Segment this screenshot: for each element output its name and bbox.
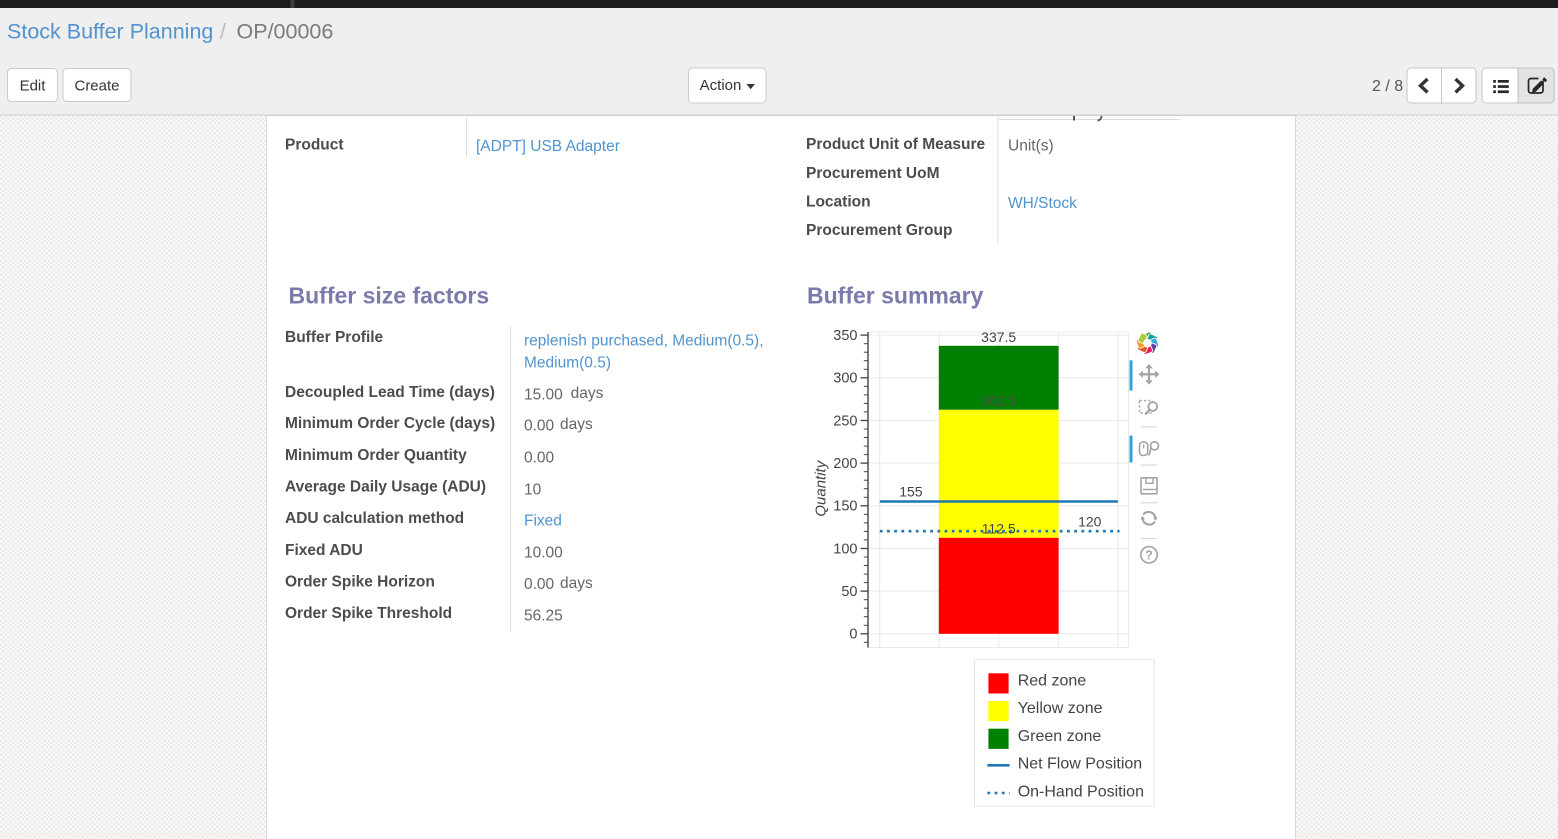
svg-text:Red zone: Red zone (1018, 672, 1087, 689)
svg-text:Location: Location (806, 194, 871, 211)
svg-text:Decoupled Lead Time (days): Decoupled Lead Time (days) (285, 384, 495, 401)
svg-text:Quantity: Quantity (812, 459, 829, 516)
svg-text:155: 155 (899, 483, 923, 499)
svg-text:Create: Create (74, 77, 119, 94)
svg-text:Medium(0.5): Medium(0.5) (524, 355, 611, 372)
svg-text:Order Spike Threshold: Order Spike Threshold (285, 605, 452, 622)
svg-text:days: days (560, 575, 593, 592)
svg-text:15.00: 15.00 (524, 386, 563, 403)
svg-text:0.00: 0.00 (524, 576, 555, 593)
svg-text:days: days (560, 416, 593, 433)
svg-text:Procurement Group: Procurement Group (806, 222, 952, 239)
svg-text:0.00: 0.00 (524, 417, 555, 434)
svg-text:Stock Buffer Planning: Stock Buffer Planning (7, 20, 213, 44)
svg-text:ADU calculation method: ADU calculation method (285, 510, 464, 527)
svg-text:On-Hand Position: On-Hand Position (1018, 783, 1144, 800)
svg-text:Net Flow Position: Net Flow Position (1018, 756, 1142, 773)
svg-text:100: 100 (833, 541, 857, 557)
svg-text:350: 350 (833, 328, 857, 344)
svg-text:WH/Stock: WH/Stock (1008, 195, 1077, 212)
svg-text:112.5: 112.5 (982, 520, 1016, 536)
svg-text:300: 300 (833, 371, 857, 387)
svg-text:Average Daily Usage (ADU): Average Daily Usage (ADU) (285, 479, 486, 496)
svg-text:Fixed ADU: Fixed ADU (285, 542, 363, 559)
svg-text:Action: Action (700, 77, 742, 94)
svg-text:Minimum Order Cycle (days): Minimum Order Cycle (days) (285, 415, 495, 432)
svg-text:0.00: 0.00 (524, 449, 555, 466)
svg-text:Buffer summary: Buffer summary (807, 283, 984, 309)
svg-text:replenish purchased, Medium(0.: replenish purchased, Medium(0.5), (524, 333, 764, 350)
svg-text:0: 0 (849, 627, 857, 643)
svg-text:200: 200 (833, 456, 857, 472)
svg-text:OP/00006: OP/00006 (237, 20, 334, 44)
svg-text:Unit(s): Unit(s) (1008, 138, 1054, 155)
svg-text:250: 250 (833, 413, 857, 429)
svg-text:2 / 8: 2 / 8 (1372, 78, 1403, 95)
svg-text:50: 50 (841, 584, 857, 600)
svg-text:Fixed: Fixed (524, 513, 562, 530)
svg-text:days: days (571, 385, 604, 402)
svg-text:Minimum Order Quantity: Minimum Order Quantity (285, 447, 467, 464)
svg-text:337.5: 337.5 (981, 329, 1016, 345)
svg-text:10.00: 10.00 (524, 545, 563, 562)
svg-text:Buffer size factors: Buffer size factors (289, 283, 490, 309)
svg-text:10: 10 (524, 481, 542, 498)
svg-text:Yellow zone: Yellow zone (1018, 700, 1103, 717)
svg-text:Buffer Profile: Buffer Profile (285, 329, 384, 346)
svg-text:[ADPT] USB Adapter: [ADPT] USB Adapter (476, 138, 620, 155)
svg-text:Product: Product (285, 137, 344, 154)
svg-text:Edit: Edit (20, 77, 47, 94)
svg-text:56.25: 56.25 (524, 608, 563, 625)
svg-text:120: 120 (1078, 513, 1102, 529)
svg-text:262.5: 262.5 (981, 393, 1016, 409)
svg-text:Order Spike Horizon: Order Spike Horizon (285, 574, 435, 591)
svg-text:?: ? (1145, 549, 1153, 563)
svg-text:Product Unit of Measure: Product Unit of Measure (806, 136, 986, 153)
svg-text:Procurement UoM: Procurement UoM (806, 165, 940, 182)
svg-text:Green zone: Green zone (1018, 728, 1102, 745)
svg-text:150: 150 (833, 499, 857, 515)
svg-text:/: / (220, 20, 226, 44)
